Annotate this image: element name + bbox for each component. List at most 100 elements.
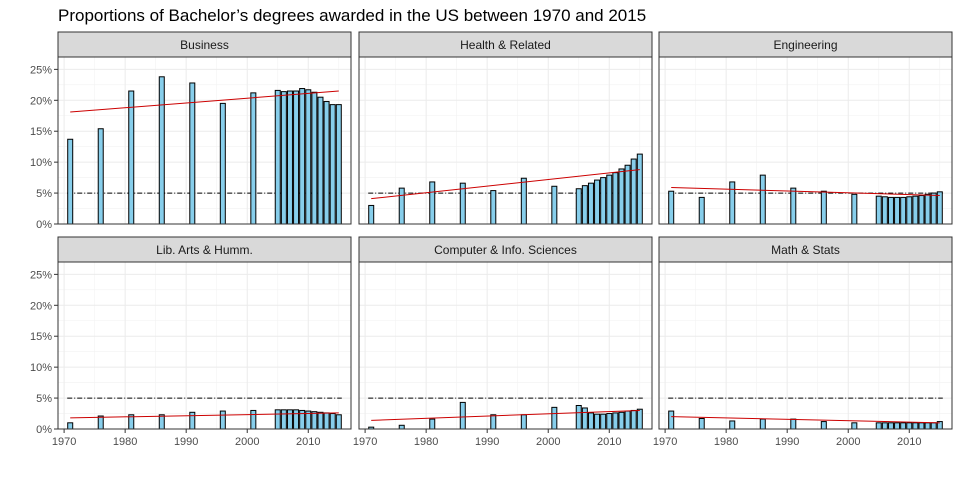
bar <box>875 195 882 225</box>
bar <box>293 409 300 430</box>
bar <box>606 413 613 430</box>
bar <box>600 413 607 430</box>
facet-strip <box>358 236 653 263</box>
x-tick-label: 1990 <box>775 436 799 448</box>
bar <box>668 410 675 430</box>
bar <box>429 181 436 225</box>
facet-strip <box>358 31 653 58</box>
bar <box>189 82 196 225</box>
y-tick-label: 10% <box>30 362 52 374</box>
bar <box>594 413 601 430</box>
bar <box>900 422 907 430</box>
x-tick-label: 2000 <box>836 436 860 448</box>
bar <box>851 193 858 225</box>
bar <box>820 421 827 430</box>
y-tick-label: 25% <box>30 64 52 76</box>
x-tick-label: 2010 <box>296 436 320 448</box>
bar <box>575 404 582 430</box>
x-tick-label: 1970 <box>353 436 377 448</box>
trend-line <box>371 169 640 200</box>
bar <box>594 179 601 225</box>
bar <box>551 185 558 225</box>
y-tick-label: 5% <box>36 188 52 200</box>
bar <box>630 409 637 430</box>
facet-strip-label: Computer & Info. Sciences <box>434 243 577 257</box>
bar <box>128 90 135 225</box>
bar <box>97 128 104 225</box>
x-tick-label: 1980 <box>113 436 137 448</box>
bar <box>317 96 324 225</box>
bar <box>67 138 74 225</box>
bar <box>323 412 330 430</box>
y-tick-label: 10% <box>30 157 52 169</box>
bar <box>624 164 631 225</box>
bar <box>924 193 931 225</box>
bar <box>459 401 466 430</box>
bar <box>930 192 937 225</box>
x-tick-label: 2000 <box>235 436 259 448</box>
x-tick-label: 1970 <box>52 436 76 448</box>
bar <box>759 174 766 225</box>
trend-line <box>70 90 339 113</box>
bar <box>790 187 797 225</box>
facet-strip-label: Health & Related <box>460 38 551 52</box>
bar <box>329 413 336 430</box>
panel-border <box>658 261 953 430</box>
trend-line <box>371 409 640 421</box>
bar <box>918 195 925 225</box>
y-tick-label: 25% <box>30 269 52 281</box>
bar <box>875 422 882 430</box>
bar <box>930 422 937 430</box>
bar <box>317 411 324 430</box>
bar <box>280 409 287 430</box>
bar <box>329 104 336 225</box>
facet-strip-label: Math & Stats <box>771 243 840 257</box>
bar <box>575 188 582 225</box>
bar <box>311 91 318 225</box>
bar <box>759 418 766 430</box>
bar <box>219 102 226 225</box>
bar <box>97 415 104 430</box>
x-tick-label: 1990 <box>475 436 499 448</box>
bar <box>551 406 558 430</box>
y-tick-label: 15% <box>30 126 52 138</box>
panel-border <box>658 56 953 225</box>
bar <box>698 417 705 430</box>
bar <box>286 409 293 430</box>
bar <box>398 424 405 430</box>
bar <box>790 418 797 430</box>
bar <box>894 422 901 430</box>
plot-background <box>58 262 351 429</box>
facet-strip-label: Business <box>180 38 229 52</box>
bar <box>490 414 497 430</box>
panel-border <box>57 261 352 430</box>
y-tick-label: 15% <box>30 331 52 343</box>
bar <box>606 174 613 225</box>
bar <box>936 191 943 225</box>
bar <box>624 410 631 430</box>
bar <box>636 408 643 430</box>
plot-background <box>659 262 952 429</box>
bar <box>918 422 925 430</box>
x-tick-label: 2000 <box>536 436 560 448</box>
bar <box>219 410 226 430</box>
bar <box>729 420 736 430</box>
bar <box>912 422 919 430</box>
bar <box>894 196 901 225</box>
bar <box>698 196 705 225</box>
bar <box>587 182 594 225</box>
bar <box>305 89 312 225</box>
bar <box>881 196 888 225</box>
bar <box>189 411 196 430</box>
bar <box>490 190 497 225</box>
bar <box>618 168 625 225</box>
trend-line <box>671 187 940 197</box>
bar <box>630 158 637 225</box>
facet-strip <box>57 31 352 58</box>
trend-line <box>70 412 339 419</box>
bar <box>881 422 888 430</box>
bar <box>274 409 281 430</box>
facet-strip <box>57 236 352 263</box>
facet-strip-label: Engineering <box>773 38 837 52</box>
